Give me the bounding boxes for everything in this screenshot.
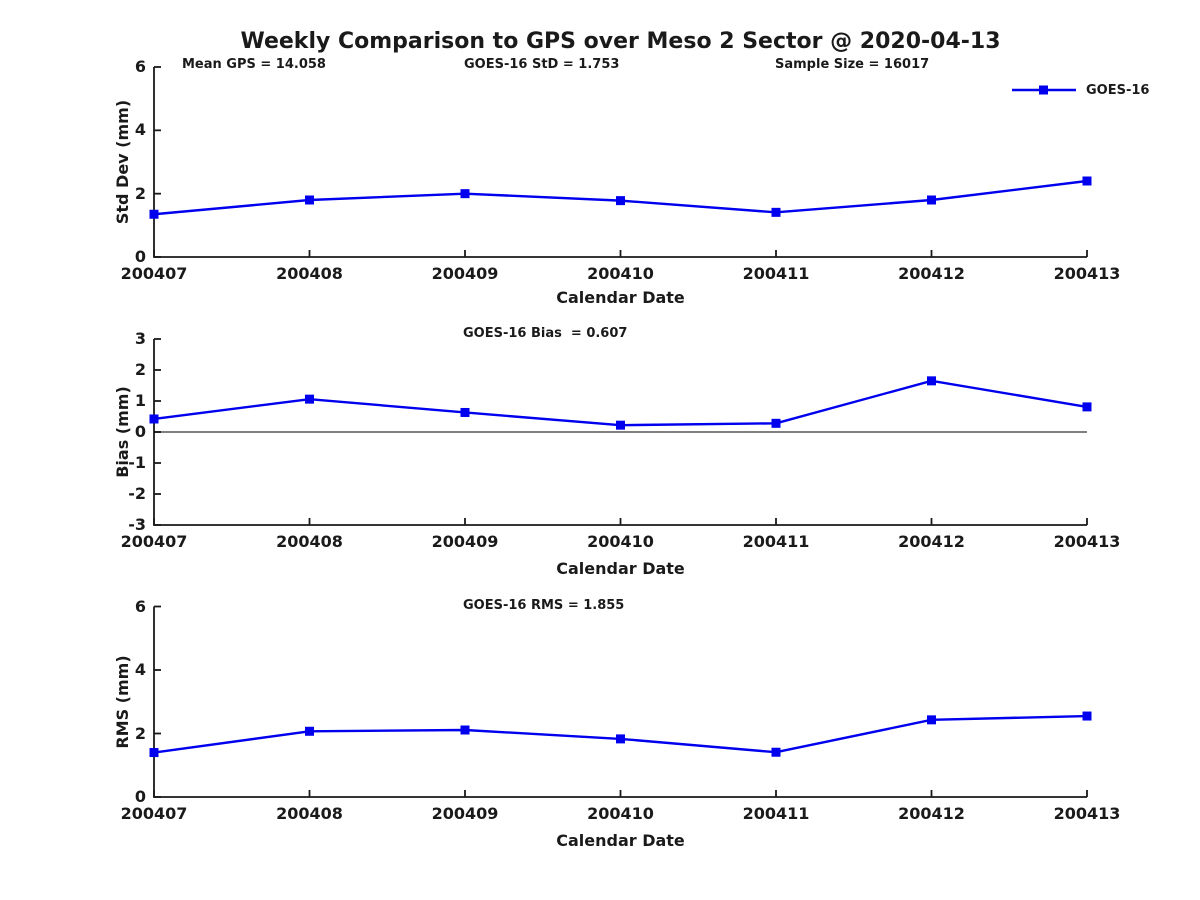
data-point-marker <box>927 195 936 205</box>
data-point-marker <box>1082 176 1092 186</box>
series-line <box>153 714 1088 754</box>
series-line <box>153 379 1088 427</box>
data-point-marker <box>1082 711 1092 721</box>
data-point-marker <box>616 734 625 744</box>
stat-sample-size: Sample Size = 16017 <box>775 57 930 72</box>
y-tick-label: 6 <box>134 596 146 616</box>
y-tick-label: 2 <box>134 360 146 379</box>
legend-label: GOES-16 <box>1086 82 1150 98</box>
data-point-marker <box>305 195 314 205</box>
x-tick-label: 200409 <box>431 804 499 823</box>
x-tick-label: 200407 <box>120 532 188 551</box>
data-point-marker <box>771 207 781 217</box>
ylabel-rms: RMS (mm) <box>113 655 132 749</box>
data-point-marker <box>305 394 314 404</box>
data-point-marker <box>771 418 781 428</box>
ylabel-std-dev: Std Dev (mm) <box>113 99 132 225</box>
legend-sample <box>1012 85 1076 95</box>
x-tick-label: 200411 <box>742 532 810 551</box>
x-tick-label: 200412 <box>898 532 965 551</box>
data-point-marker <box>149 748 159 758</box>
data-point-marker <box>460 407 470 417</box>
data-point-marker <box>305 726 314 736</box>
stat-goes16-bias: GOES-16 Bias = 0.607 <box>463 326 628 341</box>
y-tick-label: -2 <box>128 484 146 503</box>
legend-marker <box>1039 85 1048 95</box>
data-point-marker <box>927 376 936 386</box>
x-tick-label: 200409 <box>431 264 499 283</box>
y-tick-label: 2 <box>134 723 146 743</box>
stat-goes16-rms: GOES-16 RMS = 1.855 <box>463 598 625 613</box>
data-point-marker <box>771 747 781 757</box>
axis-line <box>153 606 1087 798</box>
y-tick-label: 2 <box>134 183 146 203</box>
y-tick-label: 0 <box>134 787 146 806</box>
y-tick-label: -3 <box>128 515 146 534</box>
y-tick-label: 4 <box>134 660 146 679</box>
data-point-marker <box>1082 402 1092 412</box>
y-tick-label: 6 <box>134 57 146 76</box>
y-tick-label: 1 <box>134 391 146 410</box>
x-tick-label: 200413 <box>1053 264 1121 283</box>
x-tick-label: 200413 <box>1053 532 1121 551</box>
figure-title: Weekly Comparison to GPS over Meso 2 Sec… <box>240 29 1001 54</box>
y-tick-label: 4 <box>134 120 146 140</box>
data-point-marker <box>460 189 470 199</box>
data-point-marker <box>616 420 625 430</box>
x-tick-label: 200408 <box>276 804 343 823</box>
xlabel-calendar-date-3: Calendar Date <box>556 831 685 850</box>
x-tick-label: 200410 <box>587 804 654 823</box>
x-tick-label: 200411 <box>742 804 810 823</box>
y-tick-label: 3 <box>134 329 146 348</box>
data-point-marker <box>460 725 470 735</box>
x-tick-label: 200407 <box>120 264 188 283</box>
data-point-marker <box>149 414 159 424</box>
x-tick-label: 200409 <box>431 532 499 551</box>
y-tick-label: -1 <box>128 453 146 472</box>
x-tick-label: 200412 <box>898 804 965 823</box>
x-tick-label: 200411 <box>742 264 810 283</box>
x-tick-label: 200410 <box>587 532 654 551</box>
y-tick-label: 0 <box>134 247 146 266</box>
xlabel-calendar-date-2: Calendar Date <box>556 559 685 578</box>
xlabel-calendar-date-1: Calendar Date <box>556 288 685 307</box>
legend: GOES-16 <box>1011 81 1149 99</box>
axis-line <box>153 67 1087 258</box>
x-tick-label: 200410 <box>587 264 654 283</box>
stat-mean-gps: Mean GPS = 14.058 <box>182 57 326 72</box>
stat-goes16-std: GOES-16 StD = 1.753 <box>464 57 620 72</box>
data-point-marker <box>149 209 159 219</box>
x-tick-label: 200408 <box>276 532 343 551</box>
data-point-marker <box>927 715 936 725</box>
ylabel-bias: Bias (mm) <box>113 386 132 478</box>
y-tick-label: 0 <box>134 422 146 441</box>
x-tick-label: 200408 <box>276 264 343 283</box>
x-tick-label: 200407 <box>120 804 188 823</box>
x-tick-label: 200413 <box>1053 804 1121 823</box>
data-point-marker <box>616 196 625 206</box>
x-tick-label: 200412 <box>898 264 965 283</box>
